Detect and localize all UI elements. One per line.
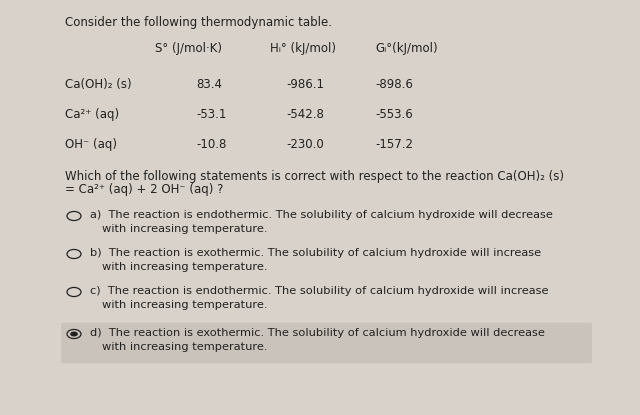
Text: -986.1: -986.1 — [286, 78, 324, 91]
Text: Ca²⁺ (aq): Ca²⁺ (aq) — [65, 108, 119, 121]
Text: d)  The reaction is exothermic. The solubility of calcium hydroxide will decreas: d) The reaction is exothermic. The solub… — [90, 328, 545, 338]
Circle shape — [70, 332, 78, 337]
Text: c)  The reaction is endothermic. The solubility of calcium hydroxide will increa: c) The reaction is endothermic. The solu… — [90, 286, 548, 296]
Text: OH⁻ (aq): OH⁻ (aq) — [65, 138, 117, 151]
Text: = Ca²⁺ (aq) + 2 OH⁻ (aq) ?: = Ca²⁺ (aq) + 2 OH⁻ (aq) ? — [65, 183, 223, 196]
Text: -553.6: -553.6 — [375, 108, 413, 121]
Text: -157.2: -157.2 — [375, 138, 413, 151]
Text: -898.6: -898.6 — [375, 78, 413, 91]
Text: Ca(OH)₂ (s): Ca(OH)₂ (s) — [65, 78, 132, 91]
Text: -230.0: -230.0 — [286, 138, 324, 151]
Text: -53.1: -53.1 — [196, 108, 227, 121]
Text: with increasing temperature.: with increasing temperature. — [102, 300, 268, 310]
Text: -542.8: -542.8 — [286, 108, 324, 121]
Text: Hᵢ° (kJ/mol): Hᵢ° (kJ/mol) — [270, 42, 336, 55]
Text: -10.8: -10.8 — [196, 138, 227, 151]
Text: b)  The reaction is exothermic. The solubility of calcium hydroxide will increas: b) The reaction is exothermic. The solub… — [90, 248, 541, 258]
Text: 83.4: 83.4 — [196, 78, 222, 91]
Text: with increasing temperature.: with increasing temperature. — [102, 342, 268, 352]
Text: Which of the following statements is correct with respect to the reaction Ca(OH): Which of the following statements is cor… — [65, 170, 564, 183]
Text: Consider the following thermodynamic table.: Consider the following thermodynamic tab… — [65, 16, 332, 29]
Text: Gᵢ°(kJ/mol): Gᵢ°(kJ/mol) — [375, 42, 438, 55]
FancyBboxPatch shape — [61, 323, 592, 363]
Text: a)  The reaction is endothermic. The solubility of calcium hydroxide will decrea: a) The reaction is endothermic. The solu… — [90, 210, 553, 220]
Text: S° (J/mol·K): S° (J/mol·K) — [155, 42, 222, 55]
Text: with increasing temperature.: with increasing temperature. — [102, 224, 268, 234]
Text: with increasing temperature.: with increasing temperature. — [102, 262, 268, 272]
